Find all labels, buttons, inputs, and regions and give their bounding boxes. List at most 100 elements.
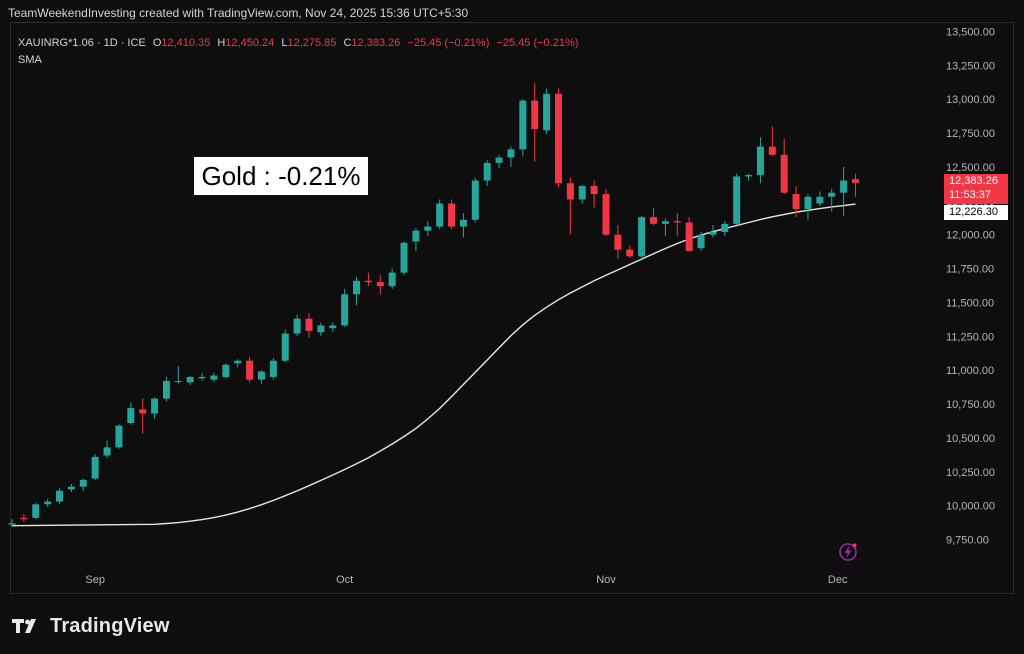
candle[interactable] xyxy=(685,217,693,251)
candle[interactable] xyxy=(459,213,467,238)
y-tick-label: 13,500.00 xyxy=(946,27,995,39)
candle[interactable] xyxy=(162,376,170,402)
candle-body xyxy=(234,360,242,364)
candle[interactable] xyxy=(186,375,194,386)
candle[interactable] xyxy=(400,241,408,276)
flash-icon[interactable] xyxy=(838,542,858,562)
candle[interactable] xyxy=(566,177,574,235)
candle[interactable] xyxy=(127,402,135,425)
sma-line[interactable] xyxy=(11,203,856,527)
candle[interactable] xyxy=(745,173,753,181)
candle[interactable] xyxy=(804,194,812,220)
candle[interactable] xyxy=(495,154,503,169)
candle[interactable] xyxy=(257,370,265,384)
candle[interactable] xyxy=(661,218,669,237)
candle[interactable] xyxy=(44,498,52,507)
candle[interactable] xyxy=(424,221,432,237)
candle[interactable] xyxy=(709,225,717,238)
candle-body xyxy=(792,194,800,209)
candle[interactable] xyxy=(281,329,289,363)
candle[interactable] xyxy=(56,488,64,505)
candle-body xyxy=(780,154,788,193)
candle-body xyxy=(448,203,456,227)
tradingview-logo-icon xyxy=(12,619,36,633)
candle[interactable] xyxy=(246,356,254,383)
candle[interactable] xyxy=(448,199,456,230)
candle-body xyxy=(341,294,349,326)
symbol-label[interactable]: XAUINRG*1.06 · 1D · ICE xyxy=(18,37,146,49)
candle[interactable] xyxy=(234,359,242,368)
candle[interactable] xyxy=(103,440,111,459)
candle[interactable] xyxy=(364,272,372,287)
candle[interactable] xyxy=(756,137,764,184)
candle[interactable] xyxy=(650,207,658,226)
candle[interactable] xyxy=(816,191,824,207)
candle[interactable] xyxy=(697,231,705,251)
candle[interactable] xyxy=(222,363,230,379)
candle[interactable] xyxy=(614,225,622,260)
candle[interactable] xyxy=(20,513,28,522)
candle[interactable] xyxy=(792,185,800,218)
candle[interactable] xyxy=(341,288,349,327)
candle-body xyxy=(507,149,515,158)
candle[interactable] xyxy=(151,397,159,419)
candle[interactable] xyxy=(79,478,87,491)
chart-pane[interactable] xyxy=(10,22,1014,594)
candle[interactable] xyxy=(305,313,313,338)
candle-body xyxy=(816,196,824,204)
candle[interactable] xyxy=(293,314,301,337)
candle[interactable] xyxy=(353,276,361,306)
candle[interactable] xyxy=(67,483,75,493)
candle-body xyxy=(566,183,574,200)
candle[interactable] xyxy=(578,184,586,204)
high-value: 12,450.24 xyxy=(225,37,275,49)
candle[interactable] xyxy=(554,88,562,188)
sma-indicator-label[interactable]: SMA xyxy=(18,54,42,66)
candle-body xyxy=(174,381,182,383)
candle[interactable] xyxy=(329,322,337,333)
candle[interactable] xyxy=(507,146,515,167)
candle[interactable] xyxy=(673,213,681,237)
candle[interactable] xyxy=(483,160,491,186)
candle[interactable] xyxy=(543,88,551,135)
candle[interactable] xyxy=(91,454,99,480)
candle[interactable] xyxy=(602,188,610,237)
candle[interactable] xyxy=(519,99,527,157)
candle[interactable] xyxy=(638,215,646,260)
candle[interactable] xyxy=(198,372,206,382)
candle[interactable] xyxy=(840,166,848,216)
candle[interactable] xyxy=(721,221,729,237)
candle[interactable] xyxy=(590,180,598,208)
high-label: H xyxy=(217,37,226,49)
candle-body xyxy=(91,456,99,479)
tradingview-logo[interactable]: TradingView xyxy=(12,612,170,640)
candle[interactable] xyxy=(780,138,788,195)
candle[interactable] xyxy=(32,502,40,520)
chart-legend: XAUINRG*1.06 · 1D · ICE O12,410.35 H12,4… xyxy=(18,37,578,49)
candle[interactable] xyxy=(269,357,277,380)
candle[interactable] xyxy=(174,366,182,384)
candle-body xyxy=(115,425,123,448)
candle-body xyxy=(804,196,812,209)
candle[interactable] xyxy=(115,424,123,449)
candle[interactable] xyxy=(388,268,396,289)
candle[interactable] xyxy=(531,82,539,162)
candle[interactable] xyxy=(626,245,634,258)
candle-body xyxy=(650,217,658,224)
candle-body xyxy=(638,217,646,257)
candle[interactable] xyxy=(376,275,384,295)
candle[interactable] xyxy=(139,398,147,434)
candle-body xyxy=(329,325,337,329)
candle[interactable] xyxy=(210,372,218,383)
candle[interactable] xyxy=(8,519,16,528)
candle[interactable] xyxy=(412,227,420,251)
candle[interactable] xyxy=(471,177,479,223)
candle[interactable] xyxy=(851,173,859,197)
candle[interactable] xyxy=(828,188,836,212)
candle[interactable] xyxy=(768,126,776,157)
annotation-text[interactable]: Gold : -0.21% xyxy=(194,157,368,195)
candle[interactable] xyxy=(733,173,741,226)
candle[interactable] xyxy=(436,199,444,230)
candle[interactable] xyxy=(317,322,325,337)
